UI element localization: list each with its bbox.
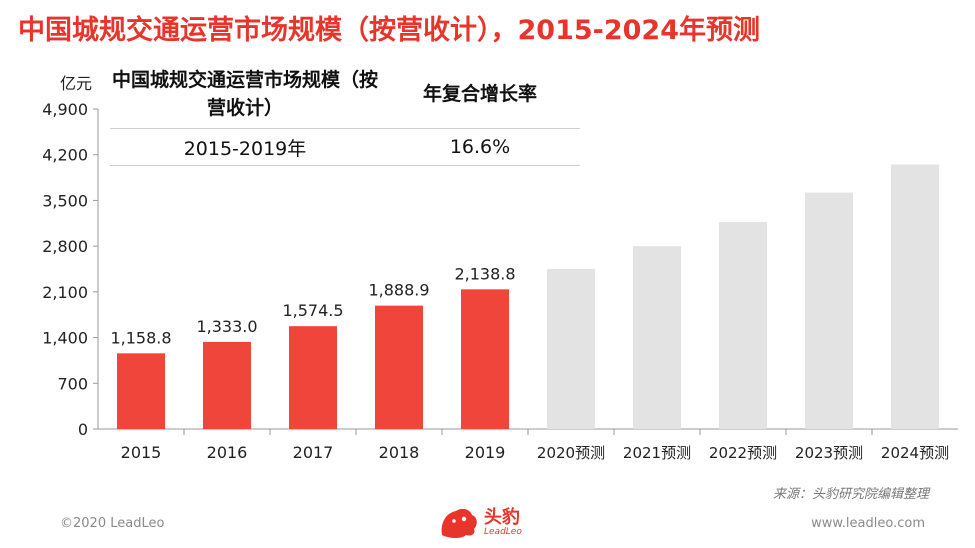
- logo-text: 头豹: [484, 507, 520, 528]
- y-tick-label: 1,400: [42, 329, 88, 348]
- bar: [203, 341, 251, 429]
- x-tick-label: 2015: [121, 443, 162, 462]
- copyright: ©2020 LeadLeo: [60, 516, 165, 531]
- x-tick-label: 2023预测: [795, 444, 863, 462]
- data-label: 1,158.8: [110, 328, 171, 347]
- bar: [289, 326, 337, 429]
- source-note: 来源：头豹研究院编辑整理: [772, 487, 929, 502]
- data-label: 1,333.0: [196, 317, 257, 336]
- x-tick-label: 2016: [207, 443, 248, 462]
- x-tick-label: 2020预测: [537, 444, 605, 462]
- bar: [547, 269, 595, 429]
- website-url: www.leadleo.com: [811, 516, 925, 531]
- bar: [375, 305, 423, 429]
- bar: [633, 246, 681, 429]
- logo-subtext: LeadLeo: [484, 527, 522, 537]
- x-tick-label: 2024预测: [881, 444, 949, 462]
- summary-cagr-value: 16.6%: [449, 136, 511, 158]
- y-axis-unit: 亿元: [60, 74, 93, 93]
- cagr-summary-table: 中国城规交通运营市场规模（按营收计） 年复合增长率 2015-2019年 16.…: [110, 66, 580, 166]
- leadleo-logo: 头豹 LeadLeo: [438, 505, 522, 541]
- bar: [461, 289, 509, 429]
- summary-period: 2015-2019年: [183, 137, 307, 160]
- summary-header-market-size: 中国城规交通运营市场规模（按营收计）: [111, 69, 378, 119]
- page-title: 中国城规交通运营市场规模（按营收计），2015-2024年预测: [18, 15, 760, 46]
- bar: [805, 192, 853, 429]
- x-tick-label: 2019: [465, 443, 506, 462]
- x-tick-label: 2022预测: [709, 444, 777, 462]
- data-label: 1,574.5: [282, 301, 343, 320]
- y-tick-label: 4,200: [42, 146, 88, 165]
- y-tick-label: 4,900: [42, 100, 88, 119]
- bar: [891, 164, 939, 430]
- x-tick-label: 2018: [379, 443, 420, 462]
- bar: [117, 353, 165, 429]
- bar: [719, 221, 767, 429]
- leopard-head-icon: [441, 508, 477, 538]
- x-tick-label: 2021预测: [623, 444, 691, 462]
- y-tick-label: 700: [57, 374, 88, 393]
- y-tick-label: 2,800: [42, 237, 88, 256]
- y-tick-label: 0: [78, 420, 88, 439]
- data-label: 1,888.9: [368, 281, 429, 300]
- y-tick-label: 2,100: [42, 283, 88, 302]
- summary-header-cagr: 年复合增长率: [422, 83, 537, 105]
- x-tick-label: 2017: [293, 443, 334, 462]
- data-label: 2,138.8: [454, 264, 515, 283]
- y-tick-label: 3,500: [42, 191, 88, 210]
